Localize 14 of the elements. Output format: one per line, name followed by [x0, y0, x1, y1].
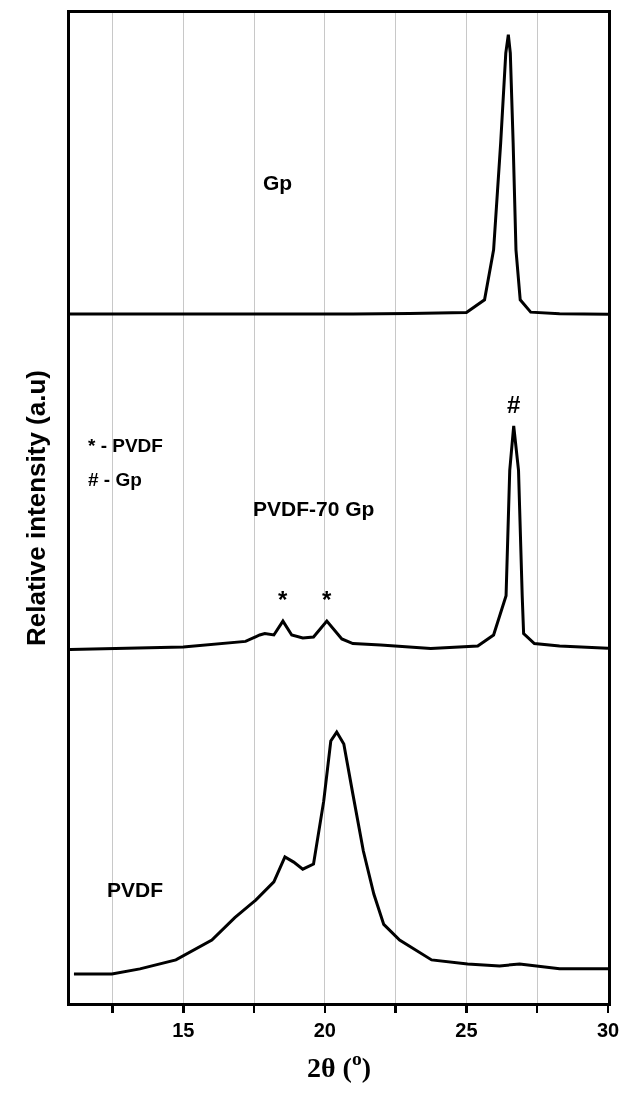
annotation: * - PVDF: [88, 435, 163, 456]
annotation: *: [278, 586, 288, 613]
x-tick-label: 20: [313, 1019, 336, 1041]
text: Gp: [263, 171, 293, 194]
x-axis-title: 2θ ($^{o}$): [306, 1048, 372, 1084]
annotation: #: [507, 391, 521, 418]
text: PVDF-70 Gp: [253, 497, 375, 520]
x-tick-label: 25: [455, 1019, 478, 1041]
annotation: *: [322, 586, 332, 613]
annotation: # - Gp: [88, 469, 142, 490]
x-tick-label: 15: [172, 1019, 195, 1041]
x-tick-label: 30: [596, 1019, 620, 1041]
text: PVDF: [107, 878, 164, 901]
y-axis-title: Relative intensity (a.u): [21, 370, 52, 646]
